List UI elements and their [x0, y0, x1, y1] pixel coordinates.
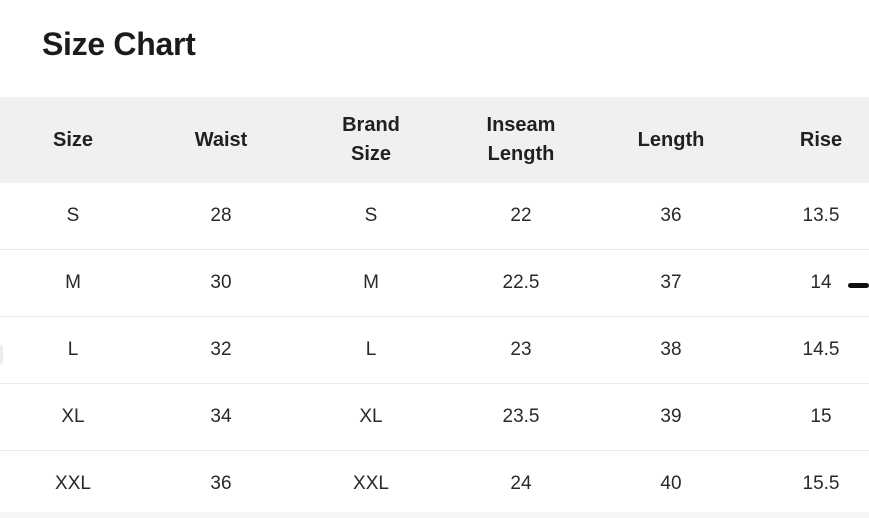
- table-row-m: M 30 M 22.5 37 14: [0, 249, 869, 317]
- column-header-rise: Rise: [746, 97, 869, 183]
- table-cell: 23.5: [446, 383, 596, 451]
- table-cell: M: [0, 249, 146, 317]
- column-header-label: Rise: [799, 128, 843, 151]
- column-header-size: Size: [0, 97, 146, 183]
- table-cell: M: [296, 249, 446, 317]
- table-cell: 14.5: [746, 316, 869, 384]
- table-cell: 38: [596, 316, 746, 384]
- column-header-length: Length: [596, 97, 746, 183]
- table-row-xxl: XXL 36 XXL 24 40 15.5: [0, 450, 869, 517]
- size-chart-table: Size Waist Brand Size Inseam Length Leng…: [0, 97, 869, 517]
- column-header-waist: Waist: [146, 97, 296, 183]
- column-header-label: Length: [637, 128, 705, 151]
- table-row-l: L 32 L 23 38 14.5: [0, 316, 869, 384]
- table-cell: XXL: [0, 450, 146, 517]
- left-edge-artifact: [0, 345, 3, 364]
- table-row-xl: XL 34 XL 23.5 39 15: [0, 383, 869, 451]
- table-cell: 34: [146, 383, 296, 451]
- table-header-row: Size Waist Brand Size Inseam Length Leng…: [0, 97, 869, 183]
- table-cell: 22: [446, 183, 596, 250]
- table-cell: 22.5: [446, 249, 596, 317]
- table-row-s: S 28 S 22 36 13.5: [0, 183, 869, 250]
- table-cell: 39: [596, 383, 746, 451]
- column-header-label: Size: [52, 128, 94, 151]
- dash-mark: [848, 283, 869, 288]
- column-header-label: Waist: [194, 128, 248, 151]
- table-cell: 15: [746, 383, 869, 451]
- size-chart-scroll-area[interactable]: Size Waist Brand Size Inseam Length Leng…: [0, 97, 869, 517]
- table-cell: XXL: [296, 450, 446, 517]
- table-cell: 32: [146, 316, 296, 384]
- table-cell: 30: [146, 249, 296, 317]
- table-cell: 36: [146, 450, 296, 517]
- column-header-label: Brand Size: [342, 114, 400, 165]
- table-cell: 40: [596, 450, 746, 517]
- table-cell: 37: [596, 249, 746, 317]
- table-cell: XL: [0, 383, 146, 451]
- table-cell: 23: [446, 316, 596, 384]
- table-cell: 24: [446, 450, 596, 517]
- table-cell: L: [0, 316, 146, 384]
- table-cell: XL: [296, 383, 446, 451]
- next-section-edge: [0, 512, 869, 518]
- page-title: Size Chart: [42, 26, 196, 62]
- table-cell: 15.5: [746, 450, 869, 517]
- table-cell: 36: [596, 183, 746, 250]
- table-cell: 13.5: [746, 183, 869, 250]
- table-cell: S: [0, 183, 146, 250]
- table-cell: 28: [146, 183, 296, 250]
- column-header-label: Inseam Length: [486, 114, 556, 165]
- column-header-inseam-length: Inseam Length: [446, 97, 596, 183]
- table-cell: L: [296, 316, 446, 384]
- table-cell: S: [296, 183, 446, 250]
- column-header-brand-size: Brand Size: [296, 97, 446, 183]
